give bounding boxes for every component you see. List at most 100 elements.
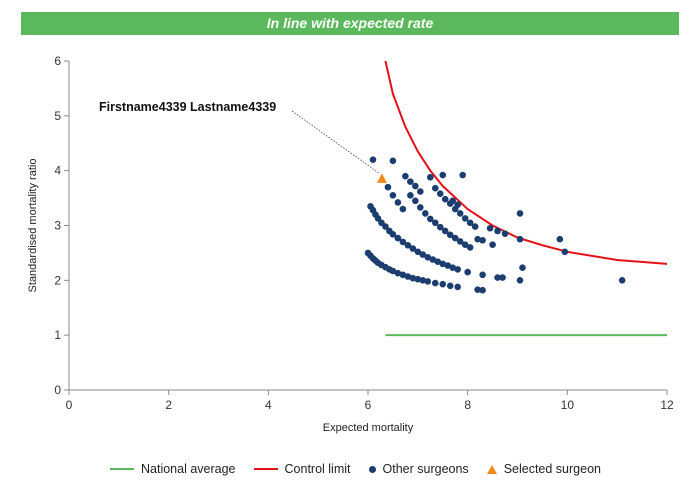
surgeon-point [369, 156, 377, 163]
y-tick-label: 2 [54, 273, 61, 287]
control-limit-swatch [253, 468, 278, 470]
surgeon-point [409, 245, 417, 252]
surgeon-point [494, 227, 501, 235]
selected-surgeon-leader-line [291, 110, 381, 175]
x-axis-title: Expected mortality [323, 422, 414, 434]
chart-status-banner: In line with expected rate [21, 12, 679, 35]
x-tick-label: 12 [660, 398, 674, 412]
surgeon-point [389, 267, 397, 275]
surgeon-point [419, 277, 427, 284]
surgeon-point [471, 223, 479, 230]
surgeon-point [424, 278, 432, 285]
surgeon-point [382, 223, 389, 230]
x-tick-label: 4 [265, 398, 272, 412]
surgeon-point [394, 234, 402, 242]
surgeon-point [519, 264, 526, 272]
surgeon-point [407, 192, 414, 199]
x-tick-label: 2 [165, 398, 172, 412]
surgeon-point [399, 205, 407, 213]
surgeon-point [414, 275, 422, 283]
control-limit-line [384, 60, 668, 265]
surgeon-point [436, 223, 444, 231]
surgeon-point [389, 230, 397, 238]
x-tick-label: 6 [365, 398, 372, 412]
surgeon-point [466, 244, 474, 251]
surgeon-point [404, 241, 412, 249]
surgeon-point [516, 277, 524, 284]
legend-label-selected-surgeon: Selected surgeon [503, 462, 601, 476]
surgeon-point [384, 183, 392, 191]
legend-label-control-limit: Control limit [284, 462, 351, 476]
surgeon-point [412, 197, 419, 205]
y-tick-label: 1 [54, 328, 61, 342]
selected-surgeon-marker [376, 173, 387, 183]
surgeon-point [414, 248, 422, 256]
surgeon-point [399, 271, 407, 279]
chart-legend: National average Control limit Other sur… [110, 459, 601, 479]
surgeon-point [466, 219, 474, 227]
surgeon-point [494, 274, 501, 281]
surgeon-point [441, 195, 449, 203]
surgeon-point [402, 172, 409, 180]
surgeon-point [429, 256, 437, 263]
surgeon-point [431, 184, 439, 192]
surgeon-point [417, 204, 424, 211]
surgeon-point [389, 192, 397, 199]
selected-surgeon-label: Firstname4339 Lastname4339 [99, 100, 276, 114]
surgeon-point [454, 201, 462, 208]
legend-label-national-average: National average [141, 462, 236, 476]
surgeon-point [444, 262, 452, 269]
surgeon-point [436, 190, 444, 197]
y-tick-label: 6 [54, 54, 61, 68]
surgeon-point [474, 286, 481, 293]
surgeon-point [431, 219, 439, 227]
legend-label-other-surgeons: Other surgeons [382, 462, 469, 476]
surgeon-point [394, 199, 402, 206]
surgeon-point [451, 234, 459, 242]
legend-item-other-surgeons: Other surgeons [368, 462, 469, 476]
surgeon-point [464, 268, 471, 276]
x-tick-label: 8 [464, 398, 471, 412]
other-surgeons-swatch [368, 465, 376, 473]
legend-item-control-limit: Control limit [253, 462, 351, 476]
surgeon-point [479, 237, 486, 244]
surgeon-point [454, 283, 462, 291]
y-tick-label: 0 [54, 383, 61, 397]
surgeon-point [389, 157, 397, 165]
surgeon-point [446, 231, 454, 239]
surgeon-point [456, 238, 464, 245]
surgeon-point [426, 173, 434, 181]
national-average-swatch [110, 468, 134, 470]
selected-surgeon-swatch [486, 464, 497, 474]
surgeon-point [409, 274, 417, 282]
surgeon-point [499, 274, 506, 281]
surgeon-point [394, 269, 402, 277]
surgeon-point [516, 235, 524, 243]
surgeon-point [516, 210, 524, 217]
surgeon-point [556, 235, 564, 243]
surgeon-point [422, 210, 429, 217]
surgeon-point [426, 215, 434, 223]
y-tick-label: 4 [54, 164, 61, 178]
surgeon-point [501, 230, 509, 238]
surgeon-point [618, 277, 626, 284]
surgeon-point [424, 254, 432, 261]
surgeon-point [456, 210, 464, 217]
surgeon-point [479, 271, 486, 279]
surgeon-point [454, 266, 462, 273]
surgeon-point [449, 264, 457, 272]
surgeon-point [399, 238, 407, 246]
surgeon-point [417, 188, 424, 195]
surgeon-point [412, 182, 419, 190]
surgeon-point [489, 241, 496, 248]
surgeon-point [439, 260, 447, 268]
surgeon-point [407, 178, 414, 185]
surgeon-point [461, 215, 469, 222]
surgeon-point [446, 282, 454, 290]
legend-item-selected-surgeon: Selected surgeon [486, 462, 601, 476]
surgeon-point [431, 279, 439, 287]
surgeon-point [459, 171, 466, 179]
surgeon-point [486, 224, 494, 232]
surgeon-point [419, 251, 427, 258]
